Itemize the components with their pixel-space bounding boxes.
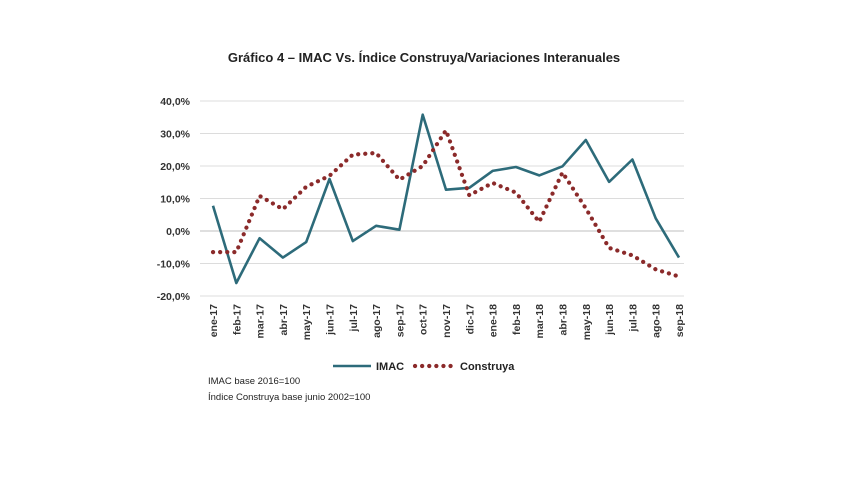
x-tick-label: jul-17 (348, 304, 360, 333)
x-tick-label: abr-18 (558, 304, 570, 336)
x-tick-label: jun-18 (604, 304, 616, 336)
series-lines (210, 113, 682, 285)
x-tick-label: feb-18 (511, 304, 523, 335)
legend-label-construya: Construya (460, 361, 515, 373)
grid-lines (200, 100, 684, 297)
x-tick-label: mar-18 (534, 304, 546, 339)
x-tick-label: nov-17 (441, 304, 453, 338)
y-axis-ticks: 40,0% 30,0% 20,0% 10,0% 0,0% -10,0% -20,0% (157, 96, 191, 303)
y-tick-label: 40,0% (160, 96, 190, 108)
y-tick-label: 20,0% (160, 161, 190, 173)
y-tick-label: -20,0% (157, 291, 191, 303)
note-imac-base: IMAC base 2016=100 (208, 376, 301, 387)
x-tick-label: dic-17 (464, 304, 476, 335)
x-tick-label: may-18 (581, 304, 593, 340)
x-tick-label: may-17 (301, 304, 313, 340)
y-tick-label: -10,0% (157, 259, 191, 271)
series-line-imac (211, 113, 681, 285)
x-tick-label: ago-18 (651, 304, 663, 338)
y-tick-label: 10,0% (160, 194, 190, 206)
series-line-construya (210, 128, 682, 279)
chart-title: Gráfico 4 – IMAC Vs. Índice Construya/Va… (227, 50, 621, 65)
legend-label-imac: IMAC (376, 361, 404, 373)
x-tick-label: ago-17 (371, 304, 383, 338)
x-tick-label: mar-17 (255, 304, 267, 339)
y-tick-label: 30,0% (160, 129, 190, 141)
x-tick-label: abr-17 (278, 304, 290, 336)
x-tick-label: jun-17 (325, 304, 337, 336)
x-tick-label: sep-17 (394, 304, 406, 337)
x-tick-label: ene-17 (208, 304, 220, 337)
note-construya-base: Índice Construya base junio 2002=100 (208, 392, 371, 403)
x-tick-label: ene-18 (488, 304, 500, 337)
x-tick-label: oct-17 (418, 304, 430, 335)
legend: IMAC Construya (333, 361, 515, 373)
y-tick-label: 0,0% (166, 226, 191, 238)
x-tick-label: feb-17 (231, 304, 243, 335)
x-tick-label: sep-18 (674, 304, 686, 337)
x-axis-ticks: ene-17 feb-17 mar-17 abr-17 may-17 jun-17 jul-… (208, 304, 686, 340)
x-tick-label: jul-18 (627, 304, 639, 333)
